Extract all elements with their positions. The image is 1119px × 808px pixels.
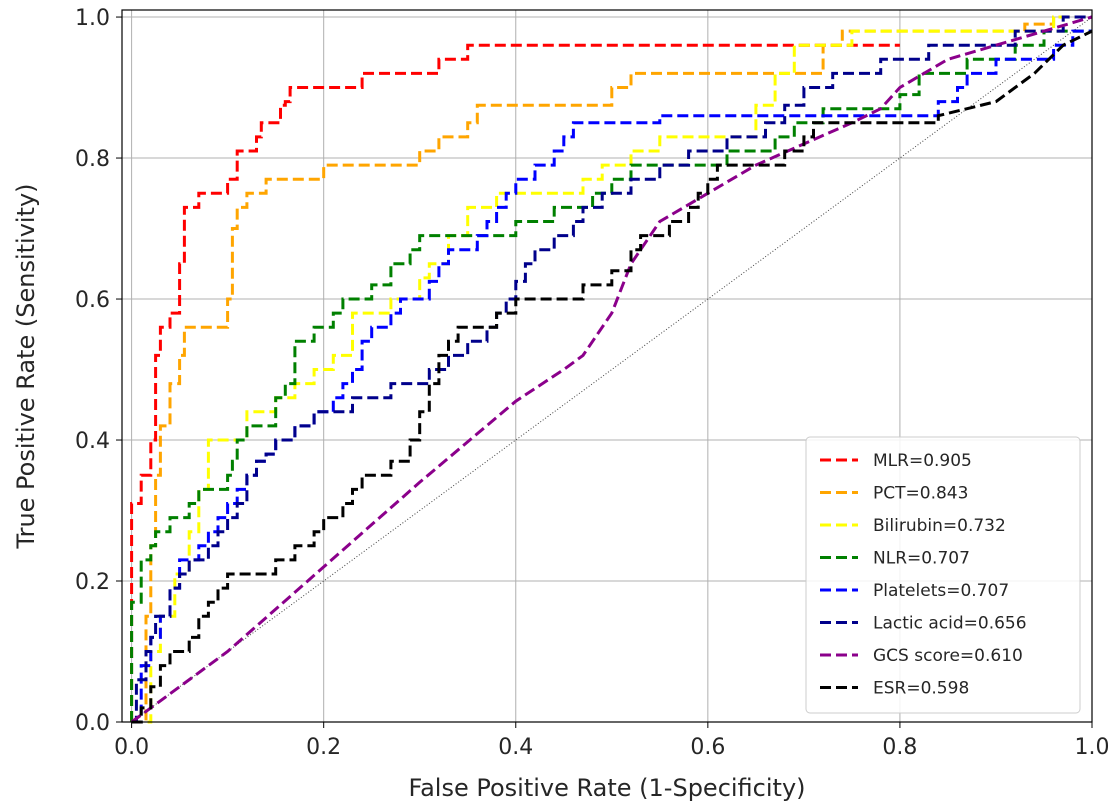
series-line-2 — [131, 15, 1092, 724]
series-line-7 — [131, 29, 1093, 724]
series-line-5 — [131, 15, 1092, 724]
x-tick-label: 0.0 — [114, 735, 149, 760]
y-tick-label: 0.4 — [75, 429, 110, 454]
series-line-1 — [131, 15, 1092, 724]
y-tick-label: 0.0 — [75, 711, 110, 736]
legend: MLR=0.905 PCT=0.843 Bilirubin=0.732 NLR=0.7… — [805, 436, 1081, 714]
legend-entry: Platelets=0.707 — [873, 581, 1009, 601]
x-tick-label: 0.2 — [306, 735, 341, 760]
axis-ticks: 0.0 0.2 0.4 0.6 0.8 1.0 0.0 0.2 0.4 0.6 0.8 1.0 — [75, 6, 1110, 760]
reference-line — [131, 16, 1093, 723]
series-lines — [130, 15, 1093, 724]
y-tick-label: 0.2 — [75, 570, 110, 595]
reference-diagonal — [131, 16, 1093, 723]
x-tick-label: 0.4 — [498, 735, 533, 760]
legend-entry: PCT=0.843 — [873, 484, 968, 504]
legend-entry: NLR=0.707 — [873, 549, 970, 569]
series-line-0 — [130, 43, 900, 722]
x-tick-label: 0.8 — [882, 735, 917, 760]
legend-box — [805, 436, 1081, 714]
legend-entry: GCS score=0.610 — [873, 646, 1023, 666]
legend-entry: MLR=0.905 — [873, 451, 972, 471]
x-tick-label: 1.0 — [1075, 735, 1110, 760]
legend-entry: Lactic acid=0.656 — [873, 614, 1027, 634]
x-tick-label: 0.6 — [690, 735, 725, 760]
y-tick-label: 0.6 — [75, 288, 110, 313]
legend-entry: ESR=0.598 — [873, 679, 969, 699]
y-axis-label: True Positive Rate (Sensitivity) — [12, 183, 40, 549]
y-tick-label: 0.8 — [75, 147, 110, 172]
legend-entry: Bilirubin=0.732 — [873, 516, 1006, 536]
x-axis-label: False Positive Rate (1-Specificity) — [408, 774, 805, 802]
plot-area-frame — [121, 9, 1093, 723]
series-line-6 — [130, 15, 1093, 724]
y-tick-label: 1.0 — [75, 6, 110, 31]
